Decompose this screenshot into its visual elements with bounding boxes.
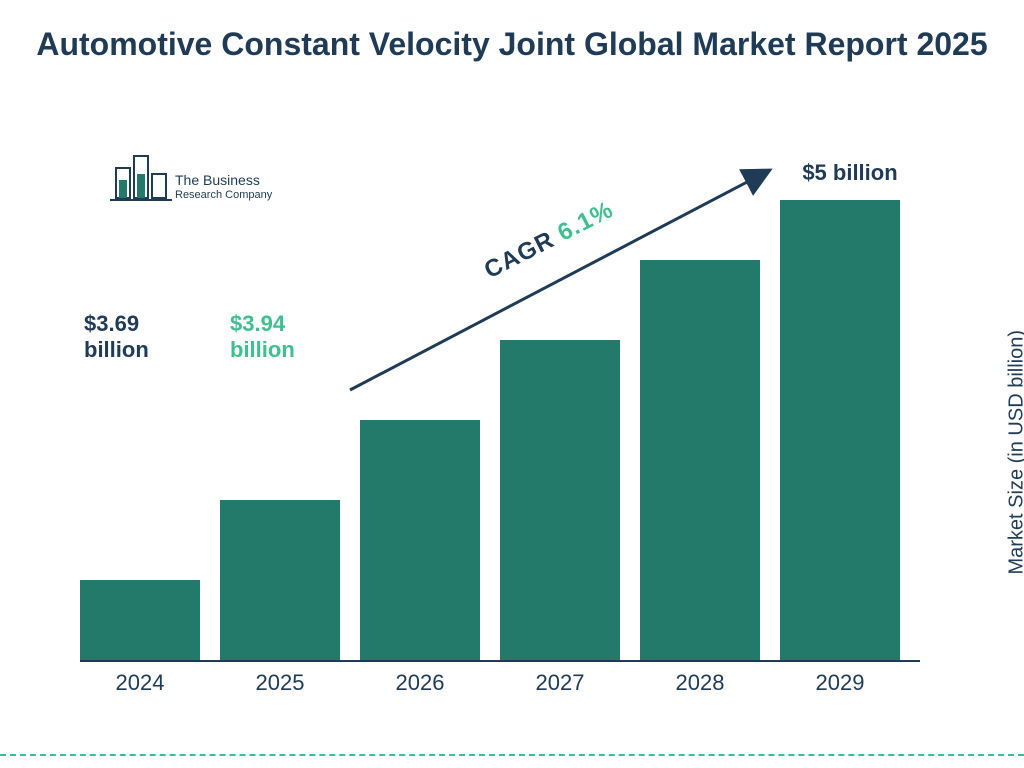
bar-2026 xyxy=(360,420,480,660)
x-label-2027: 2027 xyxy=(500,670,620,696)
y-axis-label: Market Size (in USD billion) xyxy=(1006,330,1024,575)
footer-dashed-line xyxy=(0,754,1024,756)
x-label-2025: 2025 xyxy=(220,670,340,696)
bar-2029 xyxy=(780,200,900,660)
bar-2024 xyxy=(80,580,200,660)
trend-arrow-icon xyxy=(340,150,790,410)
x-label-2028: 2028 xyxy=(640,670,760,696)
x-label-2026: 2026 xyxy=(360,670,480,696)
value-label-2024: $3.69 billion xyxy=(84,311,194,362)
page-root: Automotive Constant Velocity Joint Globa… xyxy=(0,0,1024,768)
x-label-2029: 2029 xyxy=(780,670,900,696)
x-label-2024: 2024 xyxy=(80,670,200,696)
bar-chart: 2024 2025 2026 2027 2028 2029 $3.69 bill… xyxy=(80,140,920,700)
x-axis-line xyxy=(80,660,920,662)
value-label-2025: $3.94 billion xyxy=(230,311,340,362)
bar-2025 xyxy=(220,500,340,660)
chart-title: Automotive Constant Velocity Joint Globa… xyxy=(0,24,1024,64)
value-label-2029: $5 billion xyxy=(780,160,920,185)
